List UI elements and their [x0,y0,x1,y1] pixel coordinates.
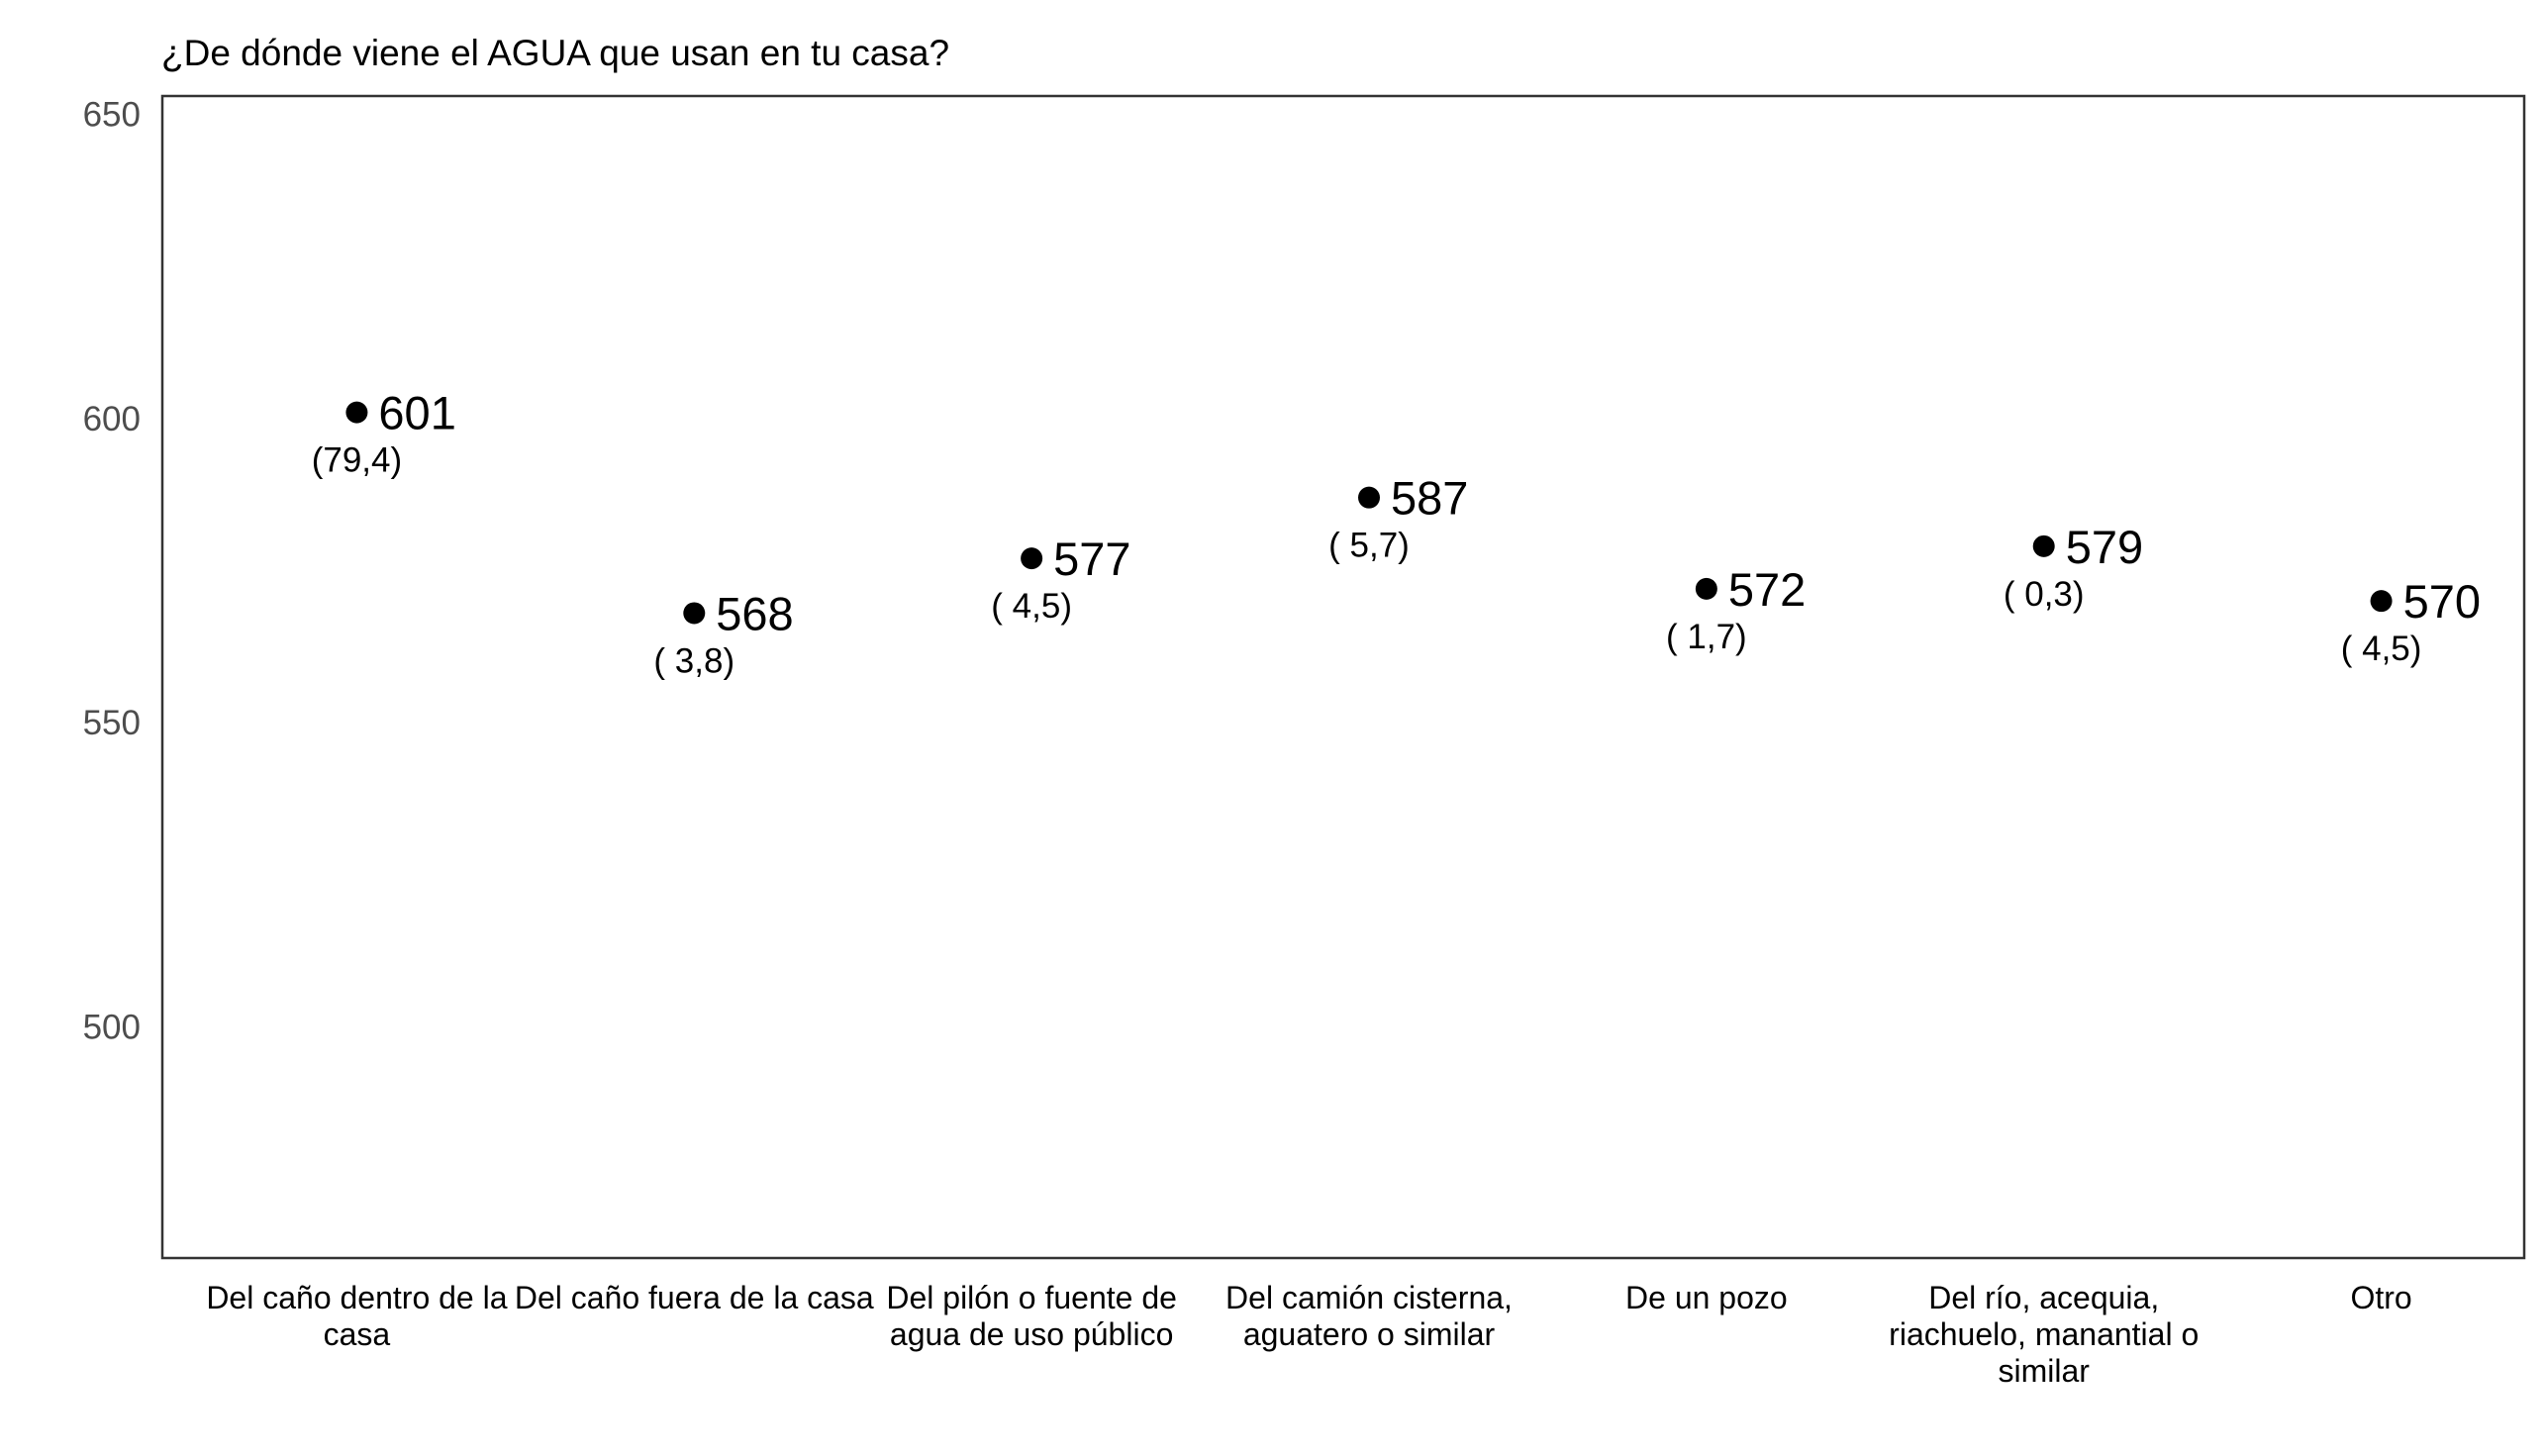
data-point [2370,590,2393,613]
x-tick-label: Otro [2350,1280,2411,1315]
x-tick-label: Del caño fuera de la casa [515,1280,874,1315]
x-tick-label-line: Del río, acequia, [1928,1280,2159,1315]
data-point [345,401,368,424]
percent-label: (79,4) [312,441,402,480]
x-tick-label: Del pilón o fuente de agua de uso público [886,1280,1177,1352]
x-tick-label-line: riachuelo, manantial o [1889,1316,2199,1352]
y-tick-label: 500 [83,1008,141,1046]
data-point [683,602,706,625]
x-tick-label: De un pozo [1625,1280,1788,1315]
percent-label: ( 5,7) [1328,527,1410,565]
x-tick-label-line: Del caño dentro de la [206,1280,507,1315]
value-label: 572 [1728,563,1806,616]
data-point [1695,577,1717,600]
x-tick-label-line: Del caño fuera de la casa [515,1280,874,1315]
x-tick-label-line: Otro [2350,1280,2411,1315]
percent-label: ( 4,5) [2341,630,2422,668]
x-tick-label-line: aguatero o similar [1243,1316,1496,1352]
data-point [2032,534,2055,557]
data-point [1358,486,1380,509]
percent-label: ( 4,5) [991,587,1072,626]
percent-label: ( 1,7) [1666,618,1747,656]
x-tick-label-line: De un pozo [1625,1280,1788,1315]
y-tick-label: 550 [83,704,141,742]
x-tick-label: Del caño dentro de la casa [206,1280,507,1352]
plot-frame [160,94,2526,1260]
x-tick-label-line: Del pilón o fuente de [886,1280,1177,1315]
x-tick-label: Del camión cisterna, aguatero o similar [1225,1280,1513,1352]
value-label: 587 [1391,472,1468,525]
y-axis: 500 550 600 650 [83,95,141,1046]
x-tick-label-line: Del camión cisterna, [1225,1280,1513,1315]
value-label: 577 [1053,533,1130,585]
data-point [1021,547,1043,570]
percent-label: ( 3,8) [653,641,734,680]
value-label: 568 [716,587,793,639]
y-tick-label: 650 [83,95,141,134]
value-label: 570 [2403,575,2481,628]
value-label: 601 [378,387,455,439]
x-tick-label-line: casa [324,1316,391,1352]
x-tick-label-line: agua de uso público [890,1316,1173,1352]
x-tick-label-line: similar [1998,1353,2090,1389]
data-points: 601(79,4)568( 3,8)577( 4,5)587( 5,7)572(… [312,387,2481,681]
percent-label: ( 0,3) [2004,575,2085,614]
value-label: 579 [2066,521,2143,573]
chart-title: ¿De dónde viene el AGUA que usan en tu c… [161,33,949,73]
y-tick-label: 600 [83,400,141,438]
